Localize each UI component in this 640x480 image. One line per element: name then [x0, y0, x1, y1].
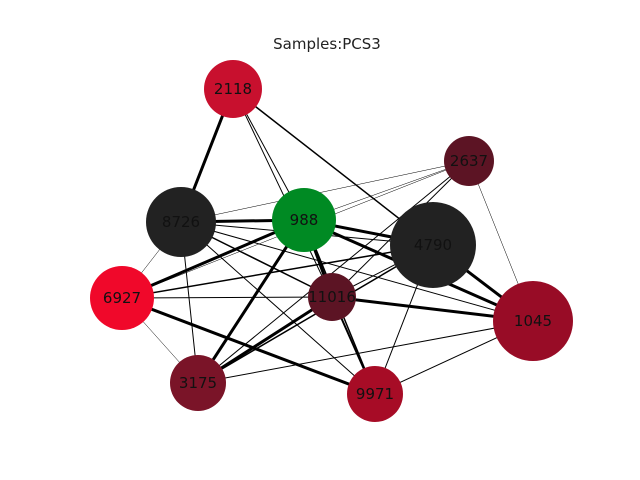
edge-2637-8726	[180, 160, 470, 223]
edge-4790-6927	[121, 244, 434, 299]
edge-layer	[120, 87, 535, 396]
edge-1045-3175	[197, 320, 534, 384]
node-label-3175: 3175	[179, 374, 217, 392]
edge-6927-9971	[120, 296, 377, 396]
node-label-2637: 2637	[450, 152, 488, 170]
node-circle-11016	[308, 273, 356, 321]
node-label-4790: 4790	[414, 236, 452, 254]
node-1045: 1045	[493, 281, 573, 361]
node-label-6927: 6927	[103, 289, 141, 307]
node-8726: 8726	[146, 187, 216, 257]
node-circle-6927	[90, 266, 154, 330]
node-circle-3175	[170, 355, 226, 411]
node-circle-2637	[444, 136, 494, 186]
node-circle-2118	[204, 60, 262, 118]
edge-8726-9971	[180, 221, 376, 395]
graph-title: Samples:PCS3	[273, 35, 381, 53]
node-circle-988	[272, 188, 336, 252]
edge-6927-11016	[121, 296, 333, 299]
edge-2118-11016	[232, 88, 333, 298]
edge-8726-1045	[180, 221, 534, 322]
node-6927: 6927	[90, 266, 154, 330]
node-9971: 9971	[347, 366, 403, 422]
edge-2637-3175	[197, 160, 470, 384]
node-3175: 3175	[170, 355, 226, 411]
node-layer: 2118 2637 8726 988 4790 6927 11016 1045 3175 9971	[90, 60, 573, 422]
edge-988-6927	[120, 218, 306, 300]
node-11016: 11016	[308, 273, 356, 321]
node-circle-9971	[347, 366, 403, 422]
node-4790: 4790	[390, 202, 476, 288]
node-circle-1045	[493, 281, 573, 361]
node-circle-8726	[146, 187, 216, 257]
node-label-2118: 2118	[214, 80, 252, 98]
node-label-8726: 8726	[162, 213, 200, 231]
node-2637: 2637	[444, 136, 494, 186]
node-circle-4790	[390, 202, 476, 288]
node-label-1045: 1045	[514, 312, 552, 330]
node-2118: 2118	[204, 60, 262, 118]
node-label-988: 988	[290, 211, 319, 229]
node-988: 988	[272, 188, 336, 252]
node-label-9971: 9971	[356, 385, 394, 403]
edge-988-3175	[196, 218, 306, 385]
node-label-11016: 11016	[308, 288, 356, 306]
